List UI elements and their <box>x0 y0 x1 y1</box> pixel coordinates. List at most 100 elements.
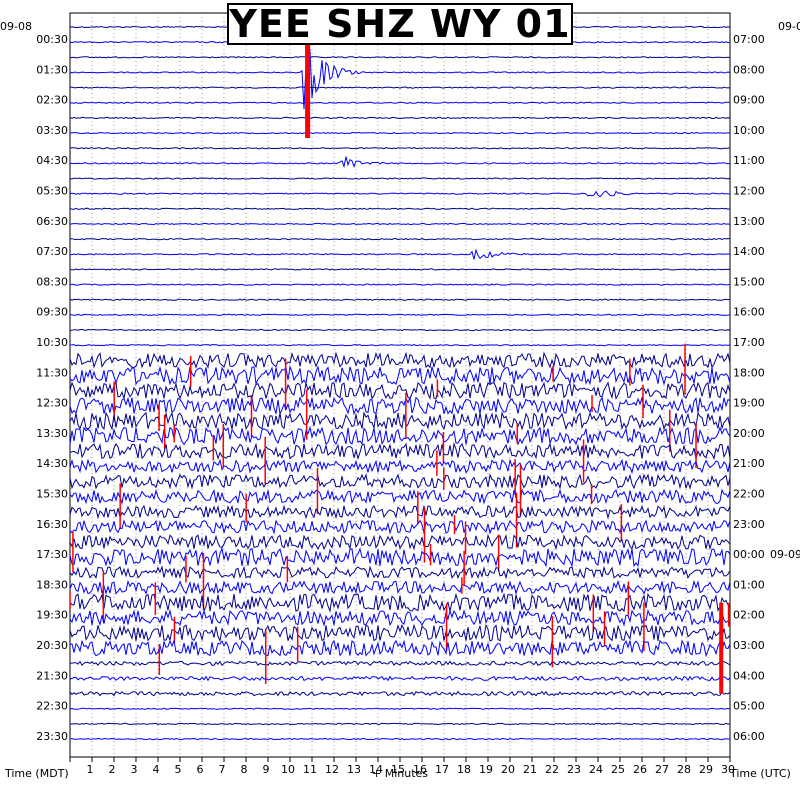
trace-line <box>69 222 731 226</box>
trace-line <box>69 690 731 697</box>
trace-line <box>69 411 731 431</box>
right-tick-label: 03:00 <box>733 639 765 652</box>
trace-line <box>69 237 731 241</box>
trace-line <box>69 45 731 110</box>
left-tick-label: 06:30 <box>36 215 68 228</box>
trace-line <box>69 675 731 682</box>
left-tick-label: 16:30 <box>36 518 68 531</box>
left-tick-label: 03:30 <box>36 124 68 137</box>
x-tick-label: 29 <box>699 763 713 776</box>
x-tick-label: 9 <box>263 763 270 776</box>
right-tick-label: 08:00 <box>733 63 765 76</box>
trace-line <box>69 592 731 614</box>
trace-line <box>69 707 731 710</box>
trace-line <box>69 268 731 271</box>
trace-line <box>69 395 731 416</box>
x-tick-label: 10 <box>281 763 295 776</box>
x-tick-label: 23 <box>567 763 581 776</box>
trace-line <box>69 638 731 658</box>
right-tick-label: 17:00 <box>733 336 765 349</box>
x-tick-label: 13 <box>347 763 361 776</box>
right-tick-label: 14:00 <box>733 245 765 258</box>
x-tick-label: 14 <box>369 763 383 776</box>
trace-line <box>69 190 731 198</box>
trace-line <box>69 328 731 332</box>
x-tick-label: 22 <box>545 763 559 776</box>
left-tick-label: 14:30 <box>36 457 68 470</box>
trace-line <box>69 608 731 627</box>
right-top-date-label: 09-08 <box>778 20 800 33</box>
x-tick-label: 25 <box>611 763 625 776</box>
x-tick-label: 16 <box>413 763 427 776</box>
trace-line <box>70 248 731 260</box>
trace-line <box>69 442 731 461</box>
trace-line <box>69 519 731 535</box>
trace-line <box>69 473 731 490</box>
x-tick-label: 28 <box>677 763 691 776</box>
x-tick-label: 19 <box>479 763 493 776</box>
right-tick-label: 20:00 <box>733 427 765 440</box>
left-tick-label: 17:30 <box>36 548 68 561</box>
chart-title-box: YEE SHZ WY 01 <box>227 3 573 45</box>
left-tick-label: 09:30 <box>36 306 68 319</box>
x-tick-label: 5 <box>175 763 182 776</box>
x-tick-label: 24 <box>589 763 603 776</box>
right-mid-date-label: 09-09 <box>770 548 800 561</box>
x-tick-label: 27 <box>655 763 669 776</box>
right-tick-label: 21:00 <box>733 457 765 470</box>
trace-line <box>69 177 731 180</box>
left-tick-label: 04:30 <box>36 154 68 167</box>
trace-line <box>69 722 731 726</box>
right-tick-label: 13:00 <box>733 215 765 228</box>
trace-line <box>69 351 731 369</box>
trace-line <box>69 313 731 316</box>
trace-line <box>69 131 731 135</box>
trace-line <box>69 565 731 580</box>
trace-line <box>69 504 731 520</box>
x-tick-label: 6 <box>197 763 204 776</box>
x-tick-label: 2 <box>109 763 116 776</box>
left-tick-label: 23:30 <box>36 730 68 743</box>
x-tick-label: 26 <box>633 763 647 776</box>
right-tick-label: 07:00 <box>733 33 765 46</box>
x-tick-label: 18 <box>457 763 471 776</box>
right-tick-label: 01:00 <box>733 578 765 591</box>
trace-line <box>70 86 731 89</box>
trace-line <box>69 344 731 347</box>
x-tick-label: 30 <box>721 763 735 776</box>
left-tick-label: 01:30 <box>36 63 68 76</box>
chart-title: YEE SHZ WY 01 <box>229 2 571 46</box>
right-tick-label: 15:00 <box>733 275 765 288</box>
right-tick-label: 16:00 <box>733 306 765 319</box>
trace-line <box>69 488 731 505</box>
right-tick-label: 06:00 <box>733 730 765 743</box>
trace-line <box>69 458 731 475</box>
trace-line <box>69 660 731 667</box>
trace-line <box>69 101 731 104</box>
trace-line <box>69 298 731 301</box>
trace-line <box>69 56 731 59</box>
x-tick-label: 20 <box>501 763 515 776</box>
trace-line <box>69 207 731 210</box>
x-tick-label: 7 <box>219 763 226 776</box>
trace-line <box>69 283 731 286</box>
right-tick-label: 19:00 <box>733 397 765 410</box>
left-tick-label: 12:30 <box>36 397 68 410</box>
left-tick-label: 21:30 <box>36 669 68 682</box>
left-tick-label: 22:30 <box>36 700 68 713</box>
left-date-label: 09-08 <box>0 20 32 33</box>
right-tick-label: 10:00 <box>733 124 765 137</box>
trace-line <box>69 623 731 643</box>
left-tick-label: 11:30 <box>36 366 68 379</box>
right-tick-label: 18:00 <box>733 366 765 379</box>
trace-line <box>69 156 731 169</box>
left-tick-label: 10:30 <box>36 336 68 349</box>
left-tick-label: 19:30 <box>36 609 68 622</box>
trace-line <box>69 533 731 551</box>
left-tick-label: 07:30 <box>36 245 68 258</box>
left-tick-label: 20:30 <box>36 639 68 652</box>
right-tick-label: 11:00 <box>733 154 765 167</box>
trace-line <box>69 737 731 741</box>
right-axis-label: Time (UTC) <box>730 767 791 780</box>
